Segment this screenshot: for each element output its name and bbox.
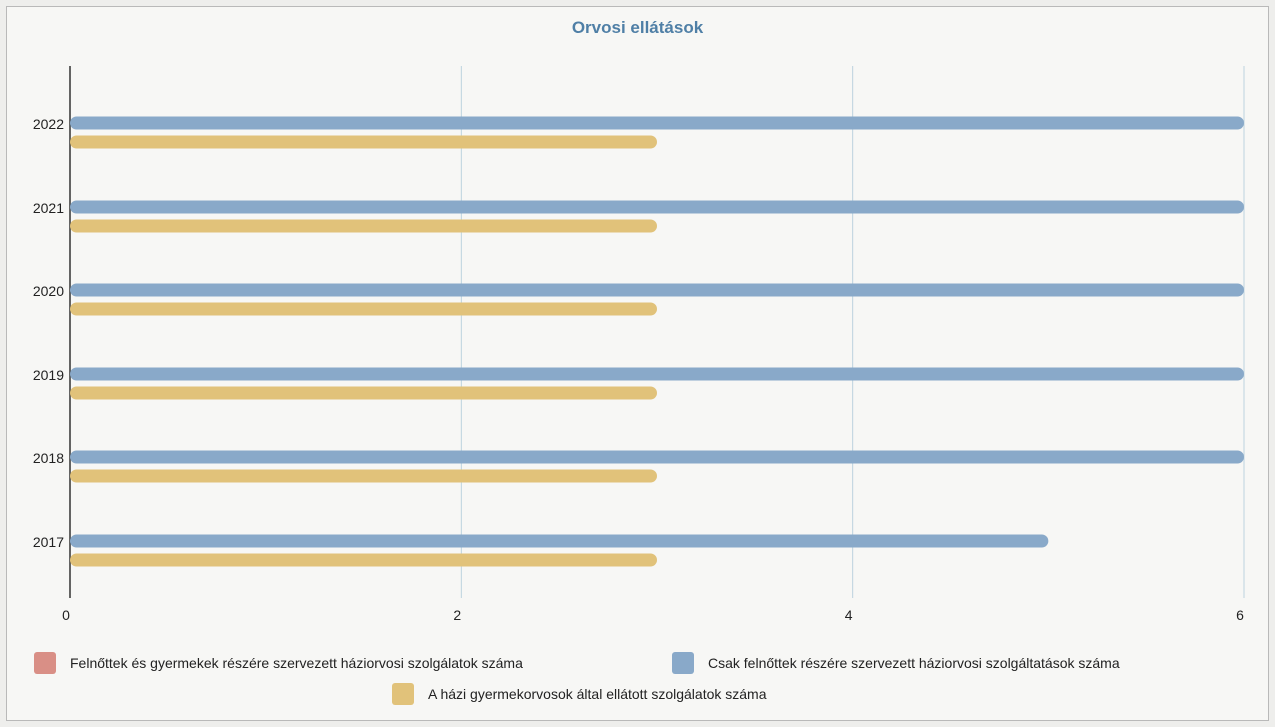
y-tick-label-2022: 2022 xyxy=(33,116,64,132)
legend-label-series-3: A házi gyermekorvosok által ellátott szo… xyxy=(428,686,767,702)
y-tick-label-2019: 2019 xyxy=(33,367,64,383)
y-tick-label-2018: 2018 xyxy=(33,450,64,466)
bar-2022-series-3 xyxy=(70,135,657,149)
legend-label-series-1: Felnőttek és gyermekek részére szervezet… xyxy=(70,655,523,671)
x-tick-label-4: 4 xyxy=(845,607,853,623)
legend-item-series-3: A házi gyermekorvosok által ellátott szo… xyxy=(392,683,767,705)
x-tick-label-6: 6 xyxy=(1236,607,1244,623)
bar-2017-series-3 xyxy=(70,553,657,567)
y-tick-label-2017: 2017 xyxy=(33,534,64,550)
legend-swatch-series-2 xyxy=(672,652,694,674)
y-tick-label-2020: 2020 xyxy=(33,283,64,299)
x-tick-label-2: 2 xyxy=(453,607,461,623)
bar-2020-series-2 xyxy=(70,283,1244,297)
bar-2021-series-2 xyxy=(70,200,1244,214)
chart-title: Orvosi ellátások xyxy=(571,18,704,37)
legend-swatch-series-1 xyxy=(34,652,56,674)
legend-item-series-1: Felnőttek és gyermekek részére szervezet… xyxy=(34,652,523,674)
legend-label-series-2: Csak felnőttek részére szervezett házior… xyxy=(708,655,1120,671)
bar-2018-series-3 xyxy=(70,469,657,483)
legend-item-series-2: Csak felnőttek részére szervezett házior… xyxy=(672,652,1120,674)
bar-2019-series-2 xyxy=(70,367,1244,381)
bar-2018-series-2 xyxy=(70,450,1244,464)
bar-2020-series-3 xyxy=(70,302,657,316)
legend-swatch-series-3 xyxy=(392,683,414,705)
x-tick-label-0: 0 xyxy=(62,607,70,623)
bar-2022-series-2 xyxy=(70,116,1244,130)
bar-2017-series-2 xyxy=(70,534,1049,548)
bar-2021-series-3 xyxy=(70,219,657,233)
y-tick-label-2021: 2021 xyxy=(33,200,64,216)
bar-2019-series-3 xyxy=(70,386,657,400)
